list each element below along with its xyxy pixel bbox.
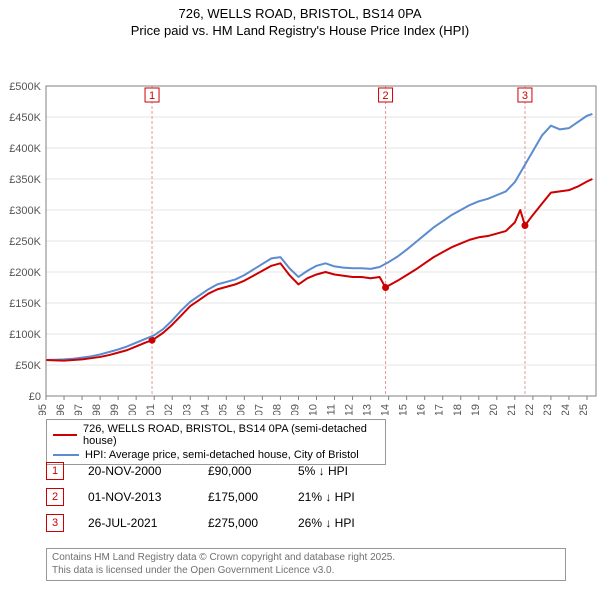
chart-title: 726, WELLS ROAD, BRISTOL, BS14 0PA Price… [0,0,600,40]
attribution-footer: Contains HM Land Registry data © Crown c… [46,548,566,581]
row-price: £175,000 [208,490,298,504]
footer-line2: This data is licensed under the Open Gov… [52,565,560,578]
title-line2: Price paid vs. HM Land Registry's House … [0,23,600,40]
x-tick-label: 2016 [416,404,428,415]
x-tick-label: 1999 [109,404,121,415]
legend: 726, WELLS ROAD, BRISTOL, BS14 0PA (semi… [46,419,386,465]
x-tick-label: 2014 [380,404,392,415]
row-pct: 5% ↓ HPI [298,464,388,478]
y-tick-label: £300K [9,205,41,217]
x-tick-label: 2025 [578,404,590,415]
x-tick-label: 2011 [326,404,338,415]
y-tick-label: £0 [29,391,41,403]
transaction-row: 3 26-JUL-2021£275,00026% ↓ HPI [46,514,388,532]
x-tick-label: 2019 [470,404,482,415]
x-tick-label: 2023 [542,404,554,415]
x-tick-label: 2007 [253,404,265,415]
marker-label: 3 [522,90,528,102]
x-tick-label: 2022 [524,404,536,415]
x-tick-label: 2017 [434,404,446,415]
row-marker: 1 [46,462,64,480]
legend-label: HPI: Average price, semi-detached house,… [85,449,359,461]
x-tick-label: 2002 [163,404,175,415]
chart-container: 726, WELLS ROAD, BRISTOL, BS14 0PA Price… [0,0,600,590]
y-tick-label: £100K [9,329,41,341]
x-tick-label: 2015 [398,404,410,415]
x-tick-label: 2013 [362,404,374,415]
x-tick-label: 2006 [235,404,247,415]
row-date: 26-JUL-2021 [88,516,208,530]
row-marker: 3 [46,514,64,532]
legend-item: HPI: Average price, semi-detached house,… [53,449,379,461]
line-chart: £0 £50K £100K £150K £200K £250K £300K £350K £400… [0,40,600,415]
y-tick-label: £500K [9,81,41,93]
y-tick-label: £350K [9,174,41,186]
row-price: £90,000 [208,464,298,478]
x-tick-label: 1995 [37,404,49,415]
legend-swatch [53,454,79,456]
row-marker: 2 [46,488,64,506]
x-tick-label: 2018 [452,404,464,415]
transactions-table: 1 20-NOV-2000£90,0005% ↓ HPI 2 01-NOV-2013£… [46,462,388,540]
footer-line1: Contains HM Land Registry data © Crown c… [52,552,560,565]
x-tick-label: 2009 [289,404,301,415]
x-tick-label: 2021 [506,404,518,415]
x-tick-label: 1996 [55,404,67,415]
x-tick-label: 2003 [181,404,193,415]
x-tick-label: 2024 [560,404,572,415]
y-tick-label: £450K [9,112,41,124]
y-tick-label: £400K [9,143,41,155]
y-tick-label: £50K [15,360,41,372]
transaction-row: 2 01-NOV-2013£175,00021% ↓ HPI [46,488,388,506]
title-line1: 726, WELLS ROAD, BRISTOL, BS14 0PA [0,6,600,23]
x-tick-label: 2004 [199,404,211,415]
x-tick-label: 1998 [91,404,103,415]
x-tick-label: 2001 [145,404,157,415]
x-tick-label: 2008 [271,404,283,415]
row-date: 01-NOV-2013 [88,490,208,504]
y-tick-label: £250K [9,236,41,248]
transaction-row: 1 20-NOV-2000£90,0005% ↓ HPI [46,462,388,480]
x-tick-label: 1997 [73,404,85,415]
marker-label: 2 [382,90,388,102]
row-date: 20-NOV-2000 [88,464,208,478]
y-tick-label: £200K [9,267,41,279]
x-tick-label: 2005 [217,404,229,415]
row-pct: 21% ↓ HPI [298,490,388,504]
legend-item: 726, WELLS ROAD, BRISTOL, BS14 0PA (semi… [53,423,379,447]
row-pct: 26% ↓ HPI [298,516,388,530]
x-tick-label: 2000 [127,404,139,415]
x-tick-label: 2012 [344,404,356,415]
x-tick-label: 2010 [307,404,319,415]
marker-label: 1 [149,90,155,102]
x-tick-label: 2020 [488,404,500,415]
legend-label: 726, WELLS ROAD, BRISTOL, BS14 0PA (semi… [83,423,379,447]
y-tick-label: £150K [9,298,41,310]
row-price: £275,000 [208,516,298,530]
legend-swatch [53,434,77,436]
